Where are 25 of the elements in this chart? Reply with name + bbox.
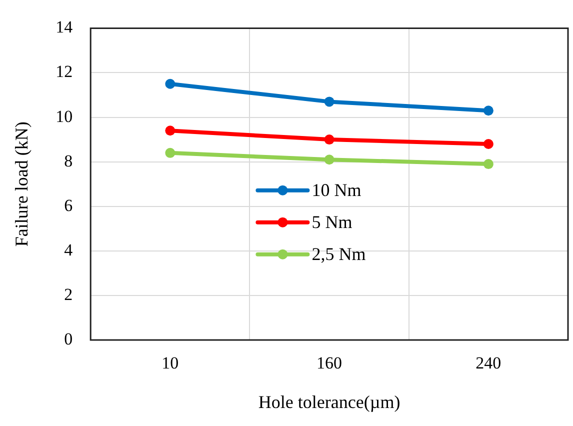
point	[324, 96, 334, 107]
point	[165, 148, 176, 158]
point	[324, 154, 334, 165]
point	[483, 106, 494, 116]
y-tick-label: 4	[64, 240, 74, 260]
y-tick-label: 6	[64, 196, 73, 215]
y-tick-label: 14	[56, 18, 74, 37]
point	[324, 134, 334, 145]
y-tick-label: 0	[64, 329, 73, 348]
x-tick-label: 160	[316, 354, 342, 373]
x-tick-label: 10	[162, 354, 179, 373]
y-axis-title: Failure load (kN)	[12, 122, 32, 247]
y-tick-label: 8	[64, 151, 73, 170]
point	[165, 78, 176, 89]
y-tick-label: 10	[56, 106, 73, 126]
y-tick-label: 2	[64, 284, 73, 304]
legend-label: 10 Nm	[312, 180, 362, 200]
legend-label: 5 Nm	[312, 212, 352, 232]
y-tick-label: 12	[56, 62, 73, 82]
legend-label: 2,5 Nm	[312, 244, 366, 264]
point	[483, 159, 494, 170]
point	[483, 139, 494, 150]
x-tick-label: 240	[476, 354, 502, 373]
point	[165, 126, 176, 136]
x-axis-title: Hole tolerance(µm)	[258, 392, 400, 412]
